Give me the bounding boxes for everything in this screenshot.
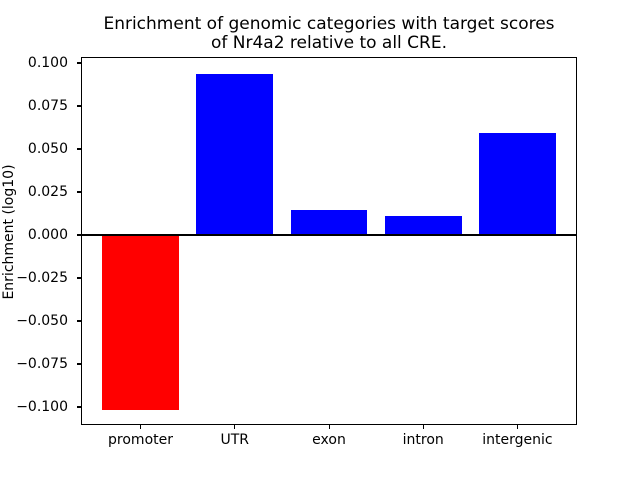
y-tick [77, 105, 81, 107]
y-tick [77, 277, 81, 279]
x-tick-intron [422, 425, 424, 429]
x-tick-label-intron: intron [402, 432, 444, 448]
y-tick-label: −0.025 [16, 269, 68, 286]
y-tick-label: −0.100 [16, 398, 68, 415]
bar-promoter [102, 234, 179, 410]
plot-area [81, 57, 577, 425]
chart-title-line1: Enrichment of genomic categories with ta… [103, 14, 555, 34]
y-tick [77, 363, 81, 365]
y-tick-label: −0.050 [16, 312, 68, 329]
y-tick-label: −0.075 [16, 355, 68, 372]
x-tick-exon [328, 425, 330, 429]
zero-line [81, 233, 577, 237]
bar-intron [384, 216, 462, 235]
x-tick-intergenic [516, 425, 519, 429]
x-tick-UTR [234, 425, 236, 429]
y-tick [77, 148, 81, 150]
chart-title-line2: of Nr4a2 relative to all CRE. [210, 33, 448, 53]
y-tick [77, 406, 81, 408]
bar-intergenic [479, 133, 556, 235]
x-tick-label-UTR: UTR [220, 432, 250, 448]
bar-exon [290, 210, 368, 235]
y-tick [77, 62, 81, 64]
y-tick-label: 0.025 [27, 183, 68, 200]
x-tick-label-exon: exon [312, 432, 346, 448]
y-tick-label: 0.100 [27, 55, 68, 72]
y-tick-label: 0.050 [27, 141, 68, 157]
y-tick [77, 191, 81, 193]
x-tick-label-promoter: promoter [108, 432, 173, 448]
y-tick [77, 234, 81, 236]
y-tick [77, 320, 81, 322]
y-tick-label: 0.000 [27, 226, 68, 243]
x-tick-promoter [140, 425, 142, 429]
bar-UTR [196, 74, 274, 235]
y-tick-label: 0.075 [27, 98, 68, 114]
x-tick-label-intergenic: intergenic [482, 432, 553, 448]
chart-title: Enrichment of genomic categories with ta… [81, 15, 577, 53]
